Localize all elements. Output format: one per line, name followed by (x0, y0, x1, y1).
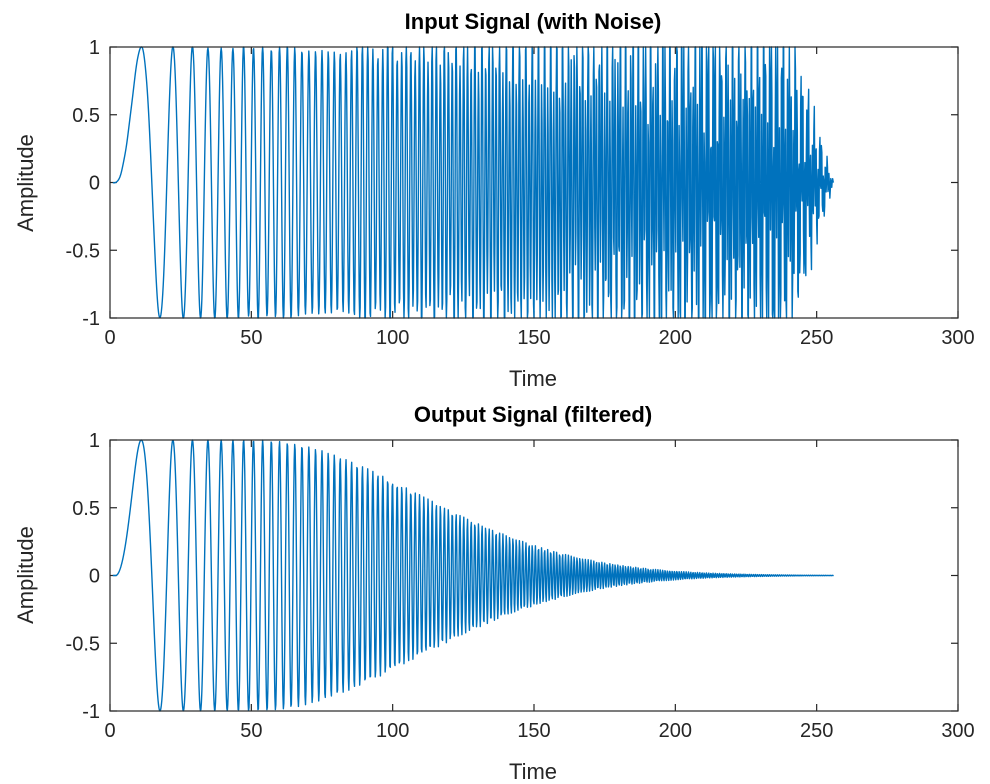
output-signal-xlabel: Time (509, 759, 557, 784)
y-tick-label: 0 (89, 566, 100, 588)
input-signal-plot-frame (109, 46, 959, 319)
output-signal-ticks: 0 50 100 150 200 250 300 -1 -0.5 0 0.5 1 (66, 430, 975, 742)
y-tick-label: 0.5 (72, 105, 100, 127)
output-signal-plot-frame (109, 439, 959, 712)
y-tick-label: 1 (89, 37, 100, 59)
y-tick-label: -1 (82, 701, 100, 723)
x-tick-label: 200 (659, 327, 692, 349)
y-tick-label: 0.5 (72, 498, 100, 520)
y-tick-label: -0.5 (66, 633, 100, 655)
y-tick-label: 1 (89, 430, 100, 452)
y-tick-label: 0 (89, 173, 100, 195)
input-signal-axes: Input Signal (with Noise) Amplitude Time… (13, 9, 975, 391)
x-tick-label: 250 (800, 327, 833, 349)
x-tick-label: 50 (240, 720, 262, 742)
output-signal-title: Output Signal (filtered) (414, 402, 652, 427)
x-tick-label: 100 (376, 720, 409, 742)
x-tick-label: 250 (800, 720, 833, 742)
x-tick-label: 50 (240, 327, 262, 349)
x-tick-label: 100 (376, 327, 409, 349)
x-tick-label: 150 (517, 327, 550, 349)
y-tick-label: -1 (82, 308, 100, 330)
input-signal-title: Input Signal (with Noise) (405, 9, 662, 34)
x-tick-label: 300 (941, 327, 974, 349)
input-signal-ylabel: Amplitude (13, 134, 38, 232)
y-tick-label: -0.5 (66, 240, 100, 262)
output-signal-ylabel: Amplitude (13, 526, 38, 624)
output-signal-axes: Output Signal (filtered) Amplitude Time … (13, 402, 975, 784)
x-tick-label: 0 (104, 720, 115, 742)
x-tick-label: 300 (941, 720, 974, 742)
x-tick-label: 150 (517, 720, 550, 742)
input-signal-ticks: 0 50 100 150 200 250 300 -1 -0.5 0 0.5 1 (66, 37, 975, 349)
x-tick-label: 200 (659, 720, 692, 742)
x-tick-label: 0 (104, 327, 115, 349)
input-signal-xlabel: Time (509, 366, 557, 391)
